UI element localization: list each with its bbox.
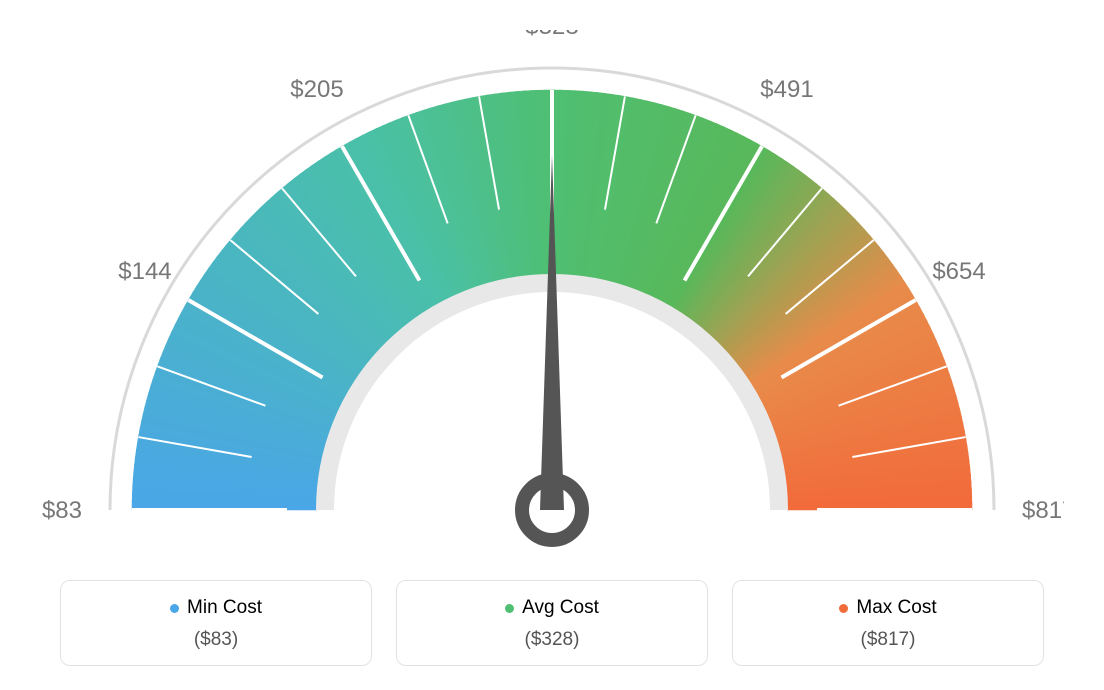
- chart-container: $83 $144 $205 $328 $491 $654 $817 Min Cost ($8…: [0, 0, 1104, 690]
- legend-row: Min Cost ($83) Avg Cost ($328) Max Cost …: [40, 580, 1064, 666]
- dot-icon: [839, 604, 848, 613]
- legend-title-max: Max Cost: [839, 597, 936, 619]
- legend-title-min: Min Cost: [170, 597, 262, 619]
- legend-label: Max Cost: [856, 597, 936, 619]
- tick-label: $491: [760, 76, 813, 103]
- legend-value: ($328): [407, 629, 697, 651]
- legend-title-avg: Avg Cost: [505, 597, 599, 619]
- tick-label: $144: [118, 258, 171, 285]
- gauge-chart: $83 $144 $205 $328 $491 $654 $817: [40, 30, 1064, 570]
- dot-icon: [505, 604, 514, 613]
- legend-value: ($817): [743, 629, 1033, 651]
- legend-card-avg: Avg Cost ($328): [396, 580, 708, 666]
- legend-label: Min Cost: [187, 597, 262, 619]
- tick-label: $83: [42, 497, 82, 524]
- legend-value: ($83): [71, 629, 361, 651]
- legend-card-min: Min Cost ($83): [60, 580, 372, 666]
- gauge-area: $83 $144 $205 $328 $491 $654 $817: [40, 20, 1064, 580]
- dot-icon: [170, 604, 179, 613]
- legend-label: Avg Cost: [522, 597, 599, 619]
- tick-label: $817: [1022, 497, 1064, 524]
- legend-card-max: Max Cost ($817): [732, 580, 1044, 666]
- tick-label: $654: [932, 258, 985, 285]
- tick-label: $328: [525, 30, 578, 40]
- tick-label: $205: [290, 76, 343, 103]
